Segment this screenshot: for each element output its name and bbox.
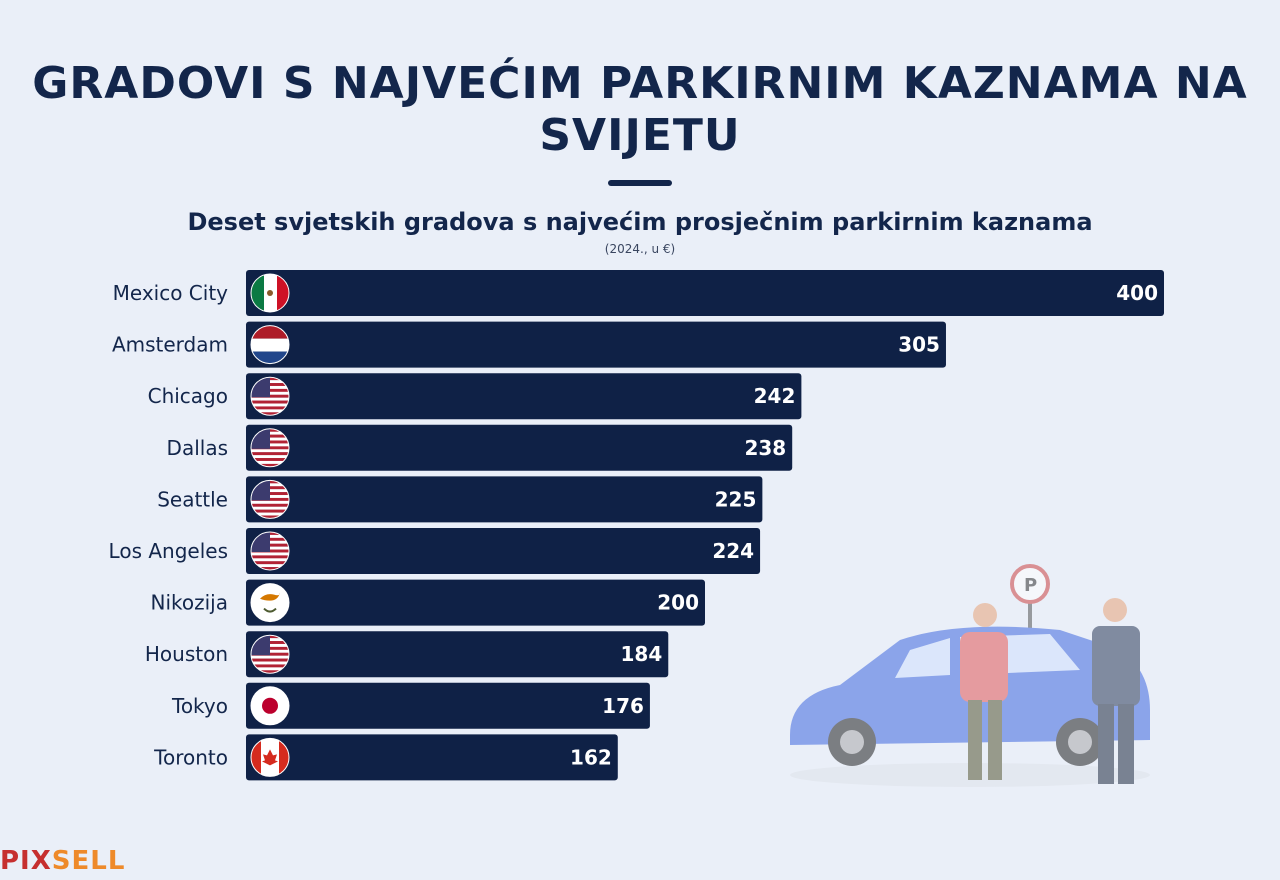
bar xyxy=(246,424,793,471)
bar-row: Mexico City 400 xyxy=(113,270,1164,316)
category-label: Mexico City xyxy=(113,281,229,305)
category-label: Nikozija xyxy=(151,591,229,615)
usa-flag-icon xyxy=(251,428,289,467)
bar-row: Nikozija 200 xyxy=(151,579,705,626)
bar xyxy=(246,373,802,420)
usa-flag-icon xyxy=(251,377,289,416)
category-label: Dallas xyxy=(167,436,228,460)
svg-text:P: P xyxy=(1024,575,1037,596)
parking-ticket-illustration: P xyxy=(790,564,1150,787)
category-label: Chicago xyxy=(148,384,228,408)
bar xyxy=(246,270,1164,316)
usa-flag-icon xyxy=(251,532,289,570)
logo-part1: PIX xyxy=(0,846,52,876)
title-divider xyxy=(608,180,672,186)
bar-row: Toronto 162 xyxy=(153,734,618,781)
bar xyxy=(246,631,669,678)
bar xyxy=(246,734,618,781)
cyprus-flag-icon xyxy=(251,583,289,622)
value-label: 238 xyxy=(744,436,786,460)
category-label: Toronto xyxy=(153,745,228,769)
bar-row: Seattle 225 xyxy=(157,476,763,523)
bar-row: Houston 184 xyxy=(145,631,669,678)
value-label: 176 xyxy=(602,694,644,718)
japan-flag-icon xyxy=(251,686,289,725)
bar-row: Los Angeles 224 xyxy=(109,528,761,574)
logo-part2: SELL xyxy=(51,846,126,876)
chart-subtitle: Deset svjetskih gradova s najvećim prosj… xyxy=(187,208,1093,236)
bar xyxy=(246,579,705,626)
category-label: Amsterdam xyxy=(112,333,228,357)
unit-note: (2024., u €) xyxy=(604,242,676,256)
canada-flag-icon xyxy=(251,738,289,777)
bar xyxy=(246,528,761,574)
value-label: 225 xyxy=(715,487,757,511)
bar-row: Amsterdam 305 xyxy=(112,321,946,368)
value-label: 224 xyxy=(712,539,754,563)
usa-flag-icon xyxy=(251,480,289,519)
bar xyxy=(246,682,650,729)
netherlands-flag-icon xyxy=(251,325,289,364)
value-label: 305 xyxy=(898,333,940,357)
value-label: 184 xyxy=(621,642,663,666)
category-label: Houston xyxy=(145,642,228,666)
category-label: Los Angeles xyxy=(109,539,228,563)
value-label: 242 xyxy=(754,384,796,408)
bar xyxy=(246,476,763,523)
pixsell-logo: PIXSELL xyxy=(0,846,125,876)
value-label: 162 xyxy=(570,745,612,769)
value-label: 400 xyxy=(1116,281,1158,305)
category-label: Seattle xyxy=(157,487,228,511)
usa-flag-icon xyxy=(251,635,289,674)
value-label: 200 xyxy=(657,591,699,615)
category-label: Tokyo xyxy=(171,694,228,718)
bar-row: Chicago 242 xyxy=(148,373,802,420)
page-title: GRADOVI S NAJVEĆIM PARKIRNIM KAZNAMA NA … xyxy=(32,58,1248,161)
bar-row: Tokyo 176 xyxy=(171,682,650,729)
bar xyxy=(246,321,946,368)
bar-row: Dallas 238 xyxy=(167,424,793,471)
